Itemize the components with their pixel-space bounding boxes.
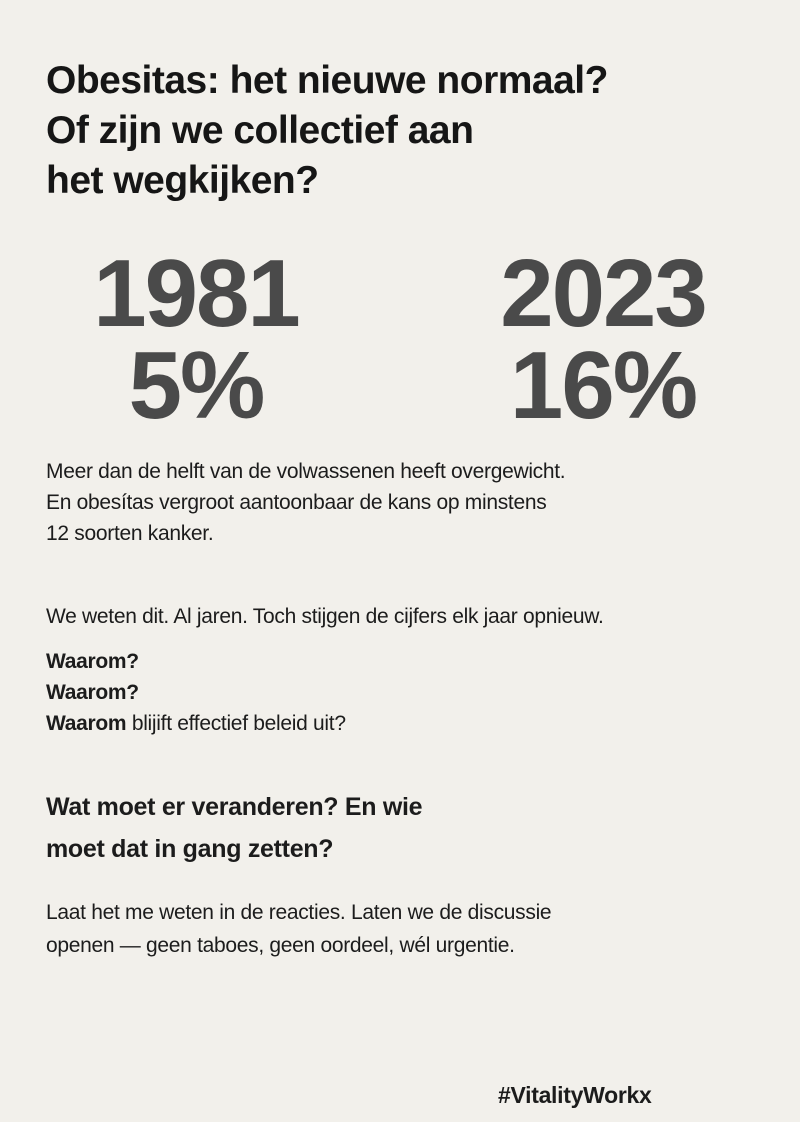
hashtag: #VitalityWorkx: [498, 1082, 652, 1108]
title-line: Obesitas: het nieuwe normaal?: [46, 59, 608, 102]
questions: Waarom? Waarom? Waarom blijift effectief…: [46, 646, 346, 739]
question-rest: blijift effectief beleid uit?: [126, 712, 346, 735]
stat-year: 1981: [93, 240, 301, 347]
title-line: Of zijn we collectief aan: [46, 109, 474, 152]
text-line: 12 soorten kanker.: [46, 522, 214, 545]
stat-1981: 1981 5%: [36, 240, 356, 439]
text-line: Meer dan de helft van de volwassenen hee…: [46, 460, 566, 483]
text-line: Laat het me weten in de reacties. Laten …: [46, 901, 552, 924]
page-title: Obesitas: het nieuwe normaal? Of zijn we…: [46, 56, 608, 206]
stat-2023: 2023 16%: [443, 240, 763, 439]
subheading-line: moet dat in gang zetten?: [46, 835, 334, 863]
subheading: Wat moet er veranderen? En wie moet dat …: [46, 786, 423, 870]
paragraph-known: We weten dit. Al jaren. Toch stijgen de …: [46, 605, 604, 628]
question: Waarom?: [46, 650, 139, 673]
question-bold: Waarom: [46, 712, 127, 735]
title-line: het wegkijken?: [46, 159, 319, 202]
stat-value: 5%: [128, 332, 266, 439]
stat-value: 16%: [509, 332, 698, 439]
closing-paragraph: Laat het me weten in de reacties. Laten …: [46, 896, 552, 962]
paragraph-facts: Meer dan de helft van de volwassenen hee…: [46, 456, 566, 549]
subheading-line: Wat moet er veranderen? En wie: [46, 793, 423, 821]
question: Waarom?: [46, 681, 139, 704]
text-line: En obesítas vergroot aantoonbaar de kans…: [46, 491, 547, 514]
stat-year: 2023: [500, 240, 708, 347]
text-line: openen — geen taboes, geen oordeel, wél …: [46, 934, 515, 957]
